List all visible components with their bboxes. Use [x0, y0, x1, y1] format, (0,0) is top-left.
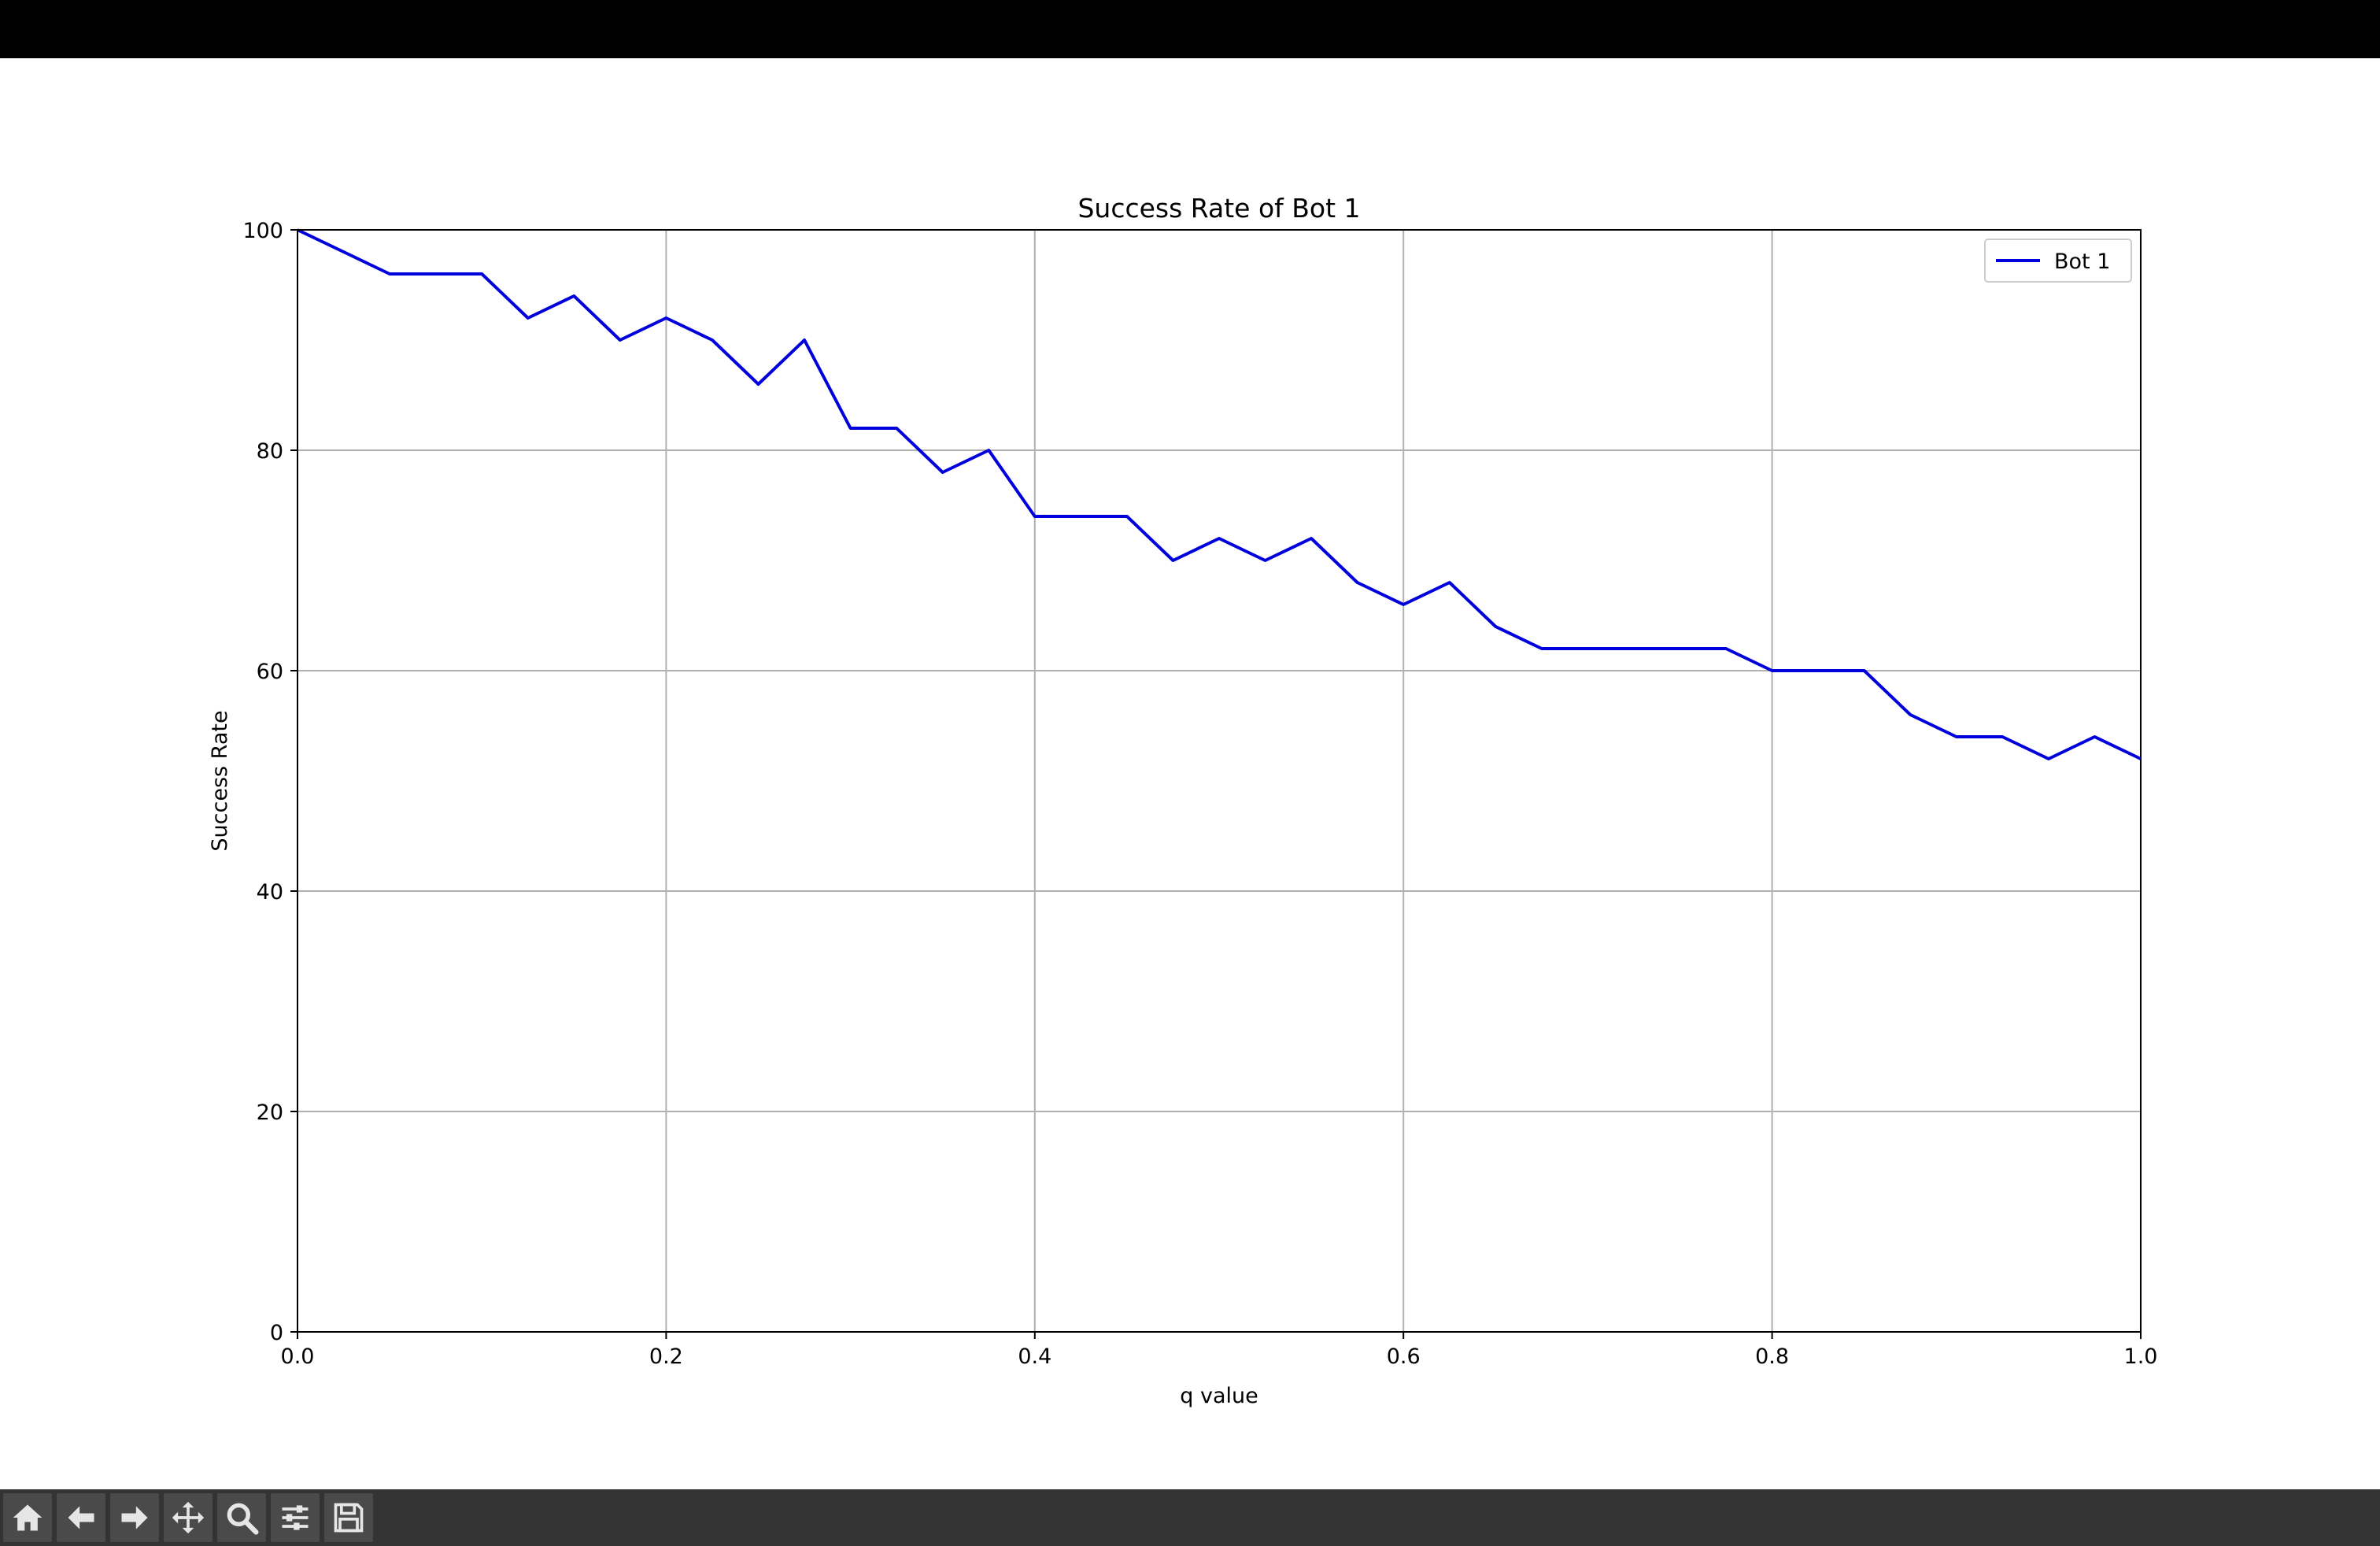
x-tick-label: 1.0: [2124, 1344, 2158, 1369]
legend: Bot 1: [1984, 239, 2132, 283]
x-tick-label: 0.8: [1755, 1344, 1789, 1369]
y-tick-label: 40: [257, 880, 283, 904]
forward-arrow-icon: [121, 1506, 148, 1529]
zoom-magnifier-icon: [227, 1503, 259, 1535]
chart-title: Success Rate of Bot 1: [1077, 193, 1360, 224]
zoom-button[interactable]: [217, 1493, 266, 1542]
y-tick-label: 0: [270, 1321, 283, 1345]
grid-lines: [297, 229, 2142, 1333]
y-axis-label: Success Rate: [208, 710, 232, 851]
y-tick-label: 80: [257, 439, 283, 464]
y-tick-label: 20: [257, 1100, 283, 1125]
back-arrow-icon: [68, 1506, 94, 1529]
series-layer: [297, 228, 2142, 760]
home-button[interactable]: [3, 1493, 52, 1542]
x-tick-label: 0.4: [1018, 1344, 1051, 1369]
x-tick-label: 0.2: [649, 1344, 683, 1369]
series-line-bot-1: [297, 228, 2142, 760]
plot-frame: [297, 229, 2142, 1333]
window-title-bar: [0, 0, 2380, 58]
save-button[interactable]: [324, 1493, 373, 1542]
y-tick-label: 60: [257, 660, 283, 684]
navigation-toolbar: [0, 1489, 2380, 1546]
back-button[interactable]: [57, 1493, 105, 1542]
configure-subplots-button[interactable]: [271, 1493, 320, 1542]
x-tick-label: 0.0: [281, 1344, 315, 1369]
configure-sliders-icon: [282, 1505, 309, 1530]
line-chart: 0.0 0.2 0.4 0.6 0.8 1.0 0 20 40 60 80 100 Success R…: [208, 193, 2157, 1408]
legend-label-bot-1: Bot 1: [2054, 250, 2110, 274]
axis-ticks: 0.0 0.2 0.4 0.6 0.8 1.0 0 20 40 60 80 100: [242, 219, 2157, 1369]
home-icon: [13, 1504, 42, 1531]
y-tick-label: 100: [242, 219, 283, 243]
figure-canvas: 0.0 0.2 0.4 0.6 0.8 1.0 0 20 40 60 80 100 Success R…: [0, 58, 2380, 1489]
x-axis-label: q value: [1180, 1384, 1258, 1408]
forward-button[interactable]: [110, 1493, 159, 1542]
pan-move-icon: [172, 1501, 205, 1534]
save-floppy-icon: [334, 1503, 364, 1533]
pan-button[interactable]: [164, 1493, 213, 1542]
x-tick-label: 0.6: [1387, 1344, 1421, 1369]
legend-box: [1984, 239, 2132, 283]
